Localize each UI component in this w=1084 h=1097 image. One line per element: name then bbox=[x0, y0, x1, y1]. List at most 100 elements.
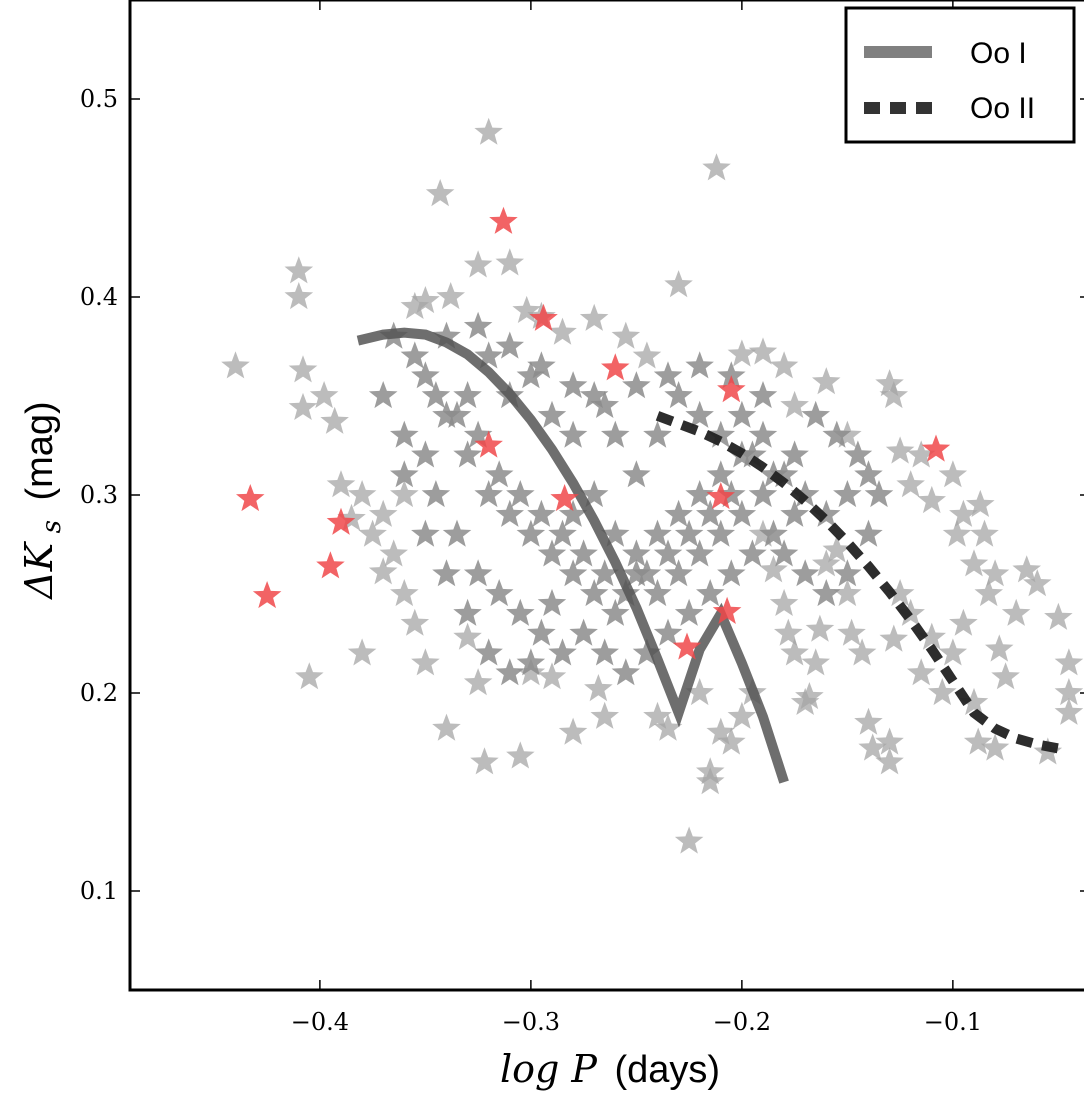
gray-star-point bbox=[949, 608, 978, 636]
red-star-point bbox=[529, 303, 558, 331]
x-axis-label: log P (days) bbox=[500, 1047, 720, 1091]
gray-star-point bbox=[674, 598, 704, 626]
gray-star-point bbox=[748, 480, 778, 508]
gray-star-point bbox=[425, 179, 455, 207]
gray-star-point bbox=[717, 727, 746, 755]
gray-star-point bbox=[590, 390, 619, 418]
gray-star-point bbox=[442, 519, 472, 547]
gray-star-point bbox=[942, 519, 972, 547]
gray-star-point bbox=[288, 355, 318, 383]
gray-star-point bbox=[653, 713, 683, 741]
gray-star-point bbox=[727, 499, 757, 527]
gray-star-point bbox=[368, 557, 398, 585]
gray-star-point bbox=[611, 321, 641, 349]
gray-star-point bbox=[1054, 678, 1084, 706]
gray-star-point bbox=[938, 638, 968, 666]
gray-star-point bbox=[847, 638, 877, 666]
red-star-point bbox=[489, 206, 518, 234]
gray-star-point bbox=[801, 400, 830, 428]
gray-star-point bbox=[685, 539, 714, 567]
gray-star-point bbox=[453, 598, 482, 626]
gray-star-point bbox=[463, 311, 493, 339]
gray-star-point bbox=[875, 369, 904, 397]
gray-star-point bbox=[833, 480, 862, 508]
gray-star-point bbox=[632, 559, 662, 587]
gray-star-point bbox=[664, 499, 693, 527]
gray-star-point bbox=[463, 250, 493, 278]
gray-star-point bbox=[790, 687, 820, 715]
gray-star-point bbox=[495, 248, 524, 276]
gray-star-point bbox=[495, 658, 524, 686]
gray-star-point bbox=[748, 519, 778, 547]
y-axis-ticks: 0.1 0.2 0.3 0.4 0.5 bbox=[80, 85, 1084, 905]
gray-star-point bbox=[579, 480, 609, 508]
gray-star-point bbox=[390, 420, 419, 448]
gray-star-point bbox=[843, 440, 873, 468]
gray-star-point bbox=[516, 648, 546, 676]
gray-star-point bbox=[284, 282, 314, 310]
gray-star-point bbox=[917, 485, 946, 514]
gray-star-point bbox=[959, 687, 989, 715]
gray-star-point bbox=[390, 480, 419, 508]
gray-star-point bbox=[717, 361, 746, 389]
gray-star-point bbox=[527, 618, 556, 646]
gray-star-point bbox=[896, 470, 925, 498]
legend: Oo I Oo II bbox=[844, 6, 1076, 144]
gray-star-point bbox=[390, 460, 419, 488]
gray-star-point bbox=[601, 598, 630, 626]
red-star-point bbox=[252, 581, 282, 609]
gray-star-point bbox=[685, 351, 714, 379]
gray-star-point bbox=[706, 420, 735, 448]
gray-star-point bbox=[812, 579, 841, 607]
gray-star-point bbox=[938, 460, 968, 488]
gray-star-point bbox=[453, 622, 482, 650]
oo1-curve bbox=[356, 327, 789, 784]
gray-star-point bbox=[706, 717, 735, 745]
gray-star-point bbox=[717, 559, 746, 587]
gray-star-point bbox=[537, 662, 567, 690]
gray-star-point bbox=[1012, 555, 1041, 583]
gray-star-point bbox=[558, 371, 588, 399]
gray-star-point bbox=[527, 351, 556, 379]
gray-star-point bbox=[421, 480, 451, 508]
gray-star-point bbox=[780, 499, 809, 527]
gray-star-point bbox=[769, 539, 799, 567]
gray-star-point bbox=[622, 559, 651, 587]
gray-star-point bbox=[991, 662, 1020, 690]
gray-star-point bbox=[985, 634, 1014, 662]
gray-star-point bbox=[833, 420, 862, 448]
gray-star-point bbox=[474, 480, 503, 508]
gray-star-point bbox=[748, 381, 778, 409]
gray-star-point bbox=[1054, 697, 1084, 725]
gray-star-point bbox=[790, 559, 820, 587]
gray-star-point bbox=[885, 579, 915, 607]
gray-star-point bbox=[643, 701, 672, 729]
red-star-point bbox=[316, 551, 345, 579]
gray-star-point bbox=[685, 678, 714, 706]
gray-star-points bbox=[221, 117, 1084, 854]
gray-star-point bbox=[411, 648, 440, 676]
gray-star-point bbox=[759, 555, 788, 583]
gray-star-point bbox=[759, 519, 788, 547]
gray-star-point bbox=[748, 420, 778, 448]
red-star-point bbox=[717, 375, 746, 403]
x-axis-ticks: −0.4 −0.3 −0.2 −0.1 bbox=[291, 0, 982, 1036]
red-star-point bbox=[326, 507, 356, 535]
gray-star-point bbox=[780, 440, 809, 468]
red-star-point bbox=[236, 484, 265, 512]
gray-star-point bbox=[506, 598, 535, 626]
y-tick-label: 0.5 bbox=[80, 85, 118, 113]
gray-star-point bbox=[611, 658, 641, 686]
gray-star-point bbox=[601, 420, 630, 448]
gray-star-point bbox=[569, 539, 598, 567]
gray-star-point bbox=[558, 420, 588, 448]
gray-star-point bbox=[485, 579, 514, 607]
gray-star-point bbox=[702, 153, 731, 181]
gray-star-point bbox=[622, 460, 651, 488]
gray-star-point bbox=[974, 579, 1003, 607]
gray-star-point bbox=[421, 381, 451, 409]
gray-star-point bbox=[347, 638, 377, 666]
gray-star-point bbox=[558, 717, 588, 745]
gray-star-point bbox=[548, 638, 577, 666]
